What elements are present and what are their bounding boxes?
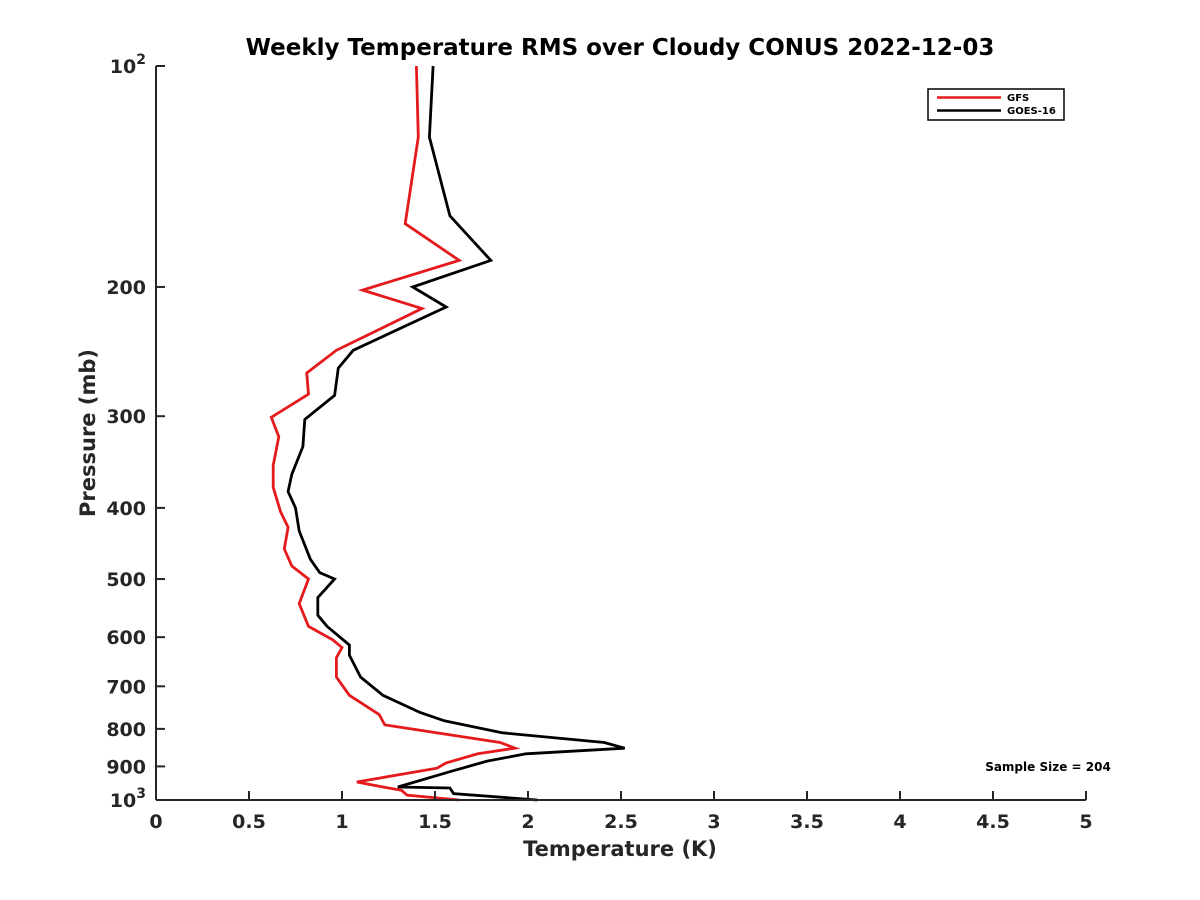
x-tick-label: 3: [707, 811, 720, 833]
x-tick-label: 4: [893, 811, 906, 833]
y-tick-label: 103: [110, 786, 146, 812]
x-tick-label: 0: [149, 811, 162, 833]
y-tick-label: 400: [106, 498, 146, 520]
x-tick-label: 4.5: [976, 811, 1010, 833]
legend-label-gfs: GFS: [1007, 93, 1029, 104]
y-tick-label: 300: [106, 406, 146, 428]
legend: GFS GOES-16: [927, 88, 1065, 121]
series-line-gfs: [269, 65, 521, 802]
x-tick-label: 0.5: [232, 811, 266, 833]
y-tick-label: 600: [106, 627, 146, 649]
x-tick-label: 1.5: [418, 811, 452, 833]
x-tick-label: 1: [335, 811, 348, 833]
series-line-goes-16: [286, 65, 626, 802]
chart-title: Weekly Temperature RMS over Cloudy CONUS…: [246, 35, 995, 61]
x-ticks: 0 0.5 1 1.5 2 2.5 3 3.5 4 4.5 5: [149, 791, 1093, 833]
y-tick-label: 900: [106, 756, 146, 778]
legend-label-goes-16: GOES-16: [1007, 106, 1056, 117]
y-tick-label: 800: [106, 719, 146, 741]
sample-size-annotation: Sample Size = 204: [985, 760, 1111, 774]
x-tick-label: 2: [521, 811, 534, 833]
series-layer: [269, 65, 626, 802]
legend-box: [927, 88, 1065, 121]
y-axis-label: Pressure (mb): [76, 349, 100, 517]
y-tick-label: 500: [106, 569, 146, 591]
x-tick-label: 2.5: [604, 811, 638, 833]
y-tick-label: 200: [106, 277, 146, 299]
x-axis-label: Temperature (K): [523, 837, 717, 861]
y-tick-label: 102: [110, 52, 146, 78]
y-tick-label: 700: [106, 676, 146, 698]
x-tick-label: 3.5: [790, 811, 824, 833]
x-tick-label: 5: [1079, 811, 1092, 833]
y-ticks: 102 200 300 400 500 600 700 800 900 103: [106, 52, 165, 812]
